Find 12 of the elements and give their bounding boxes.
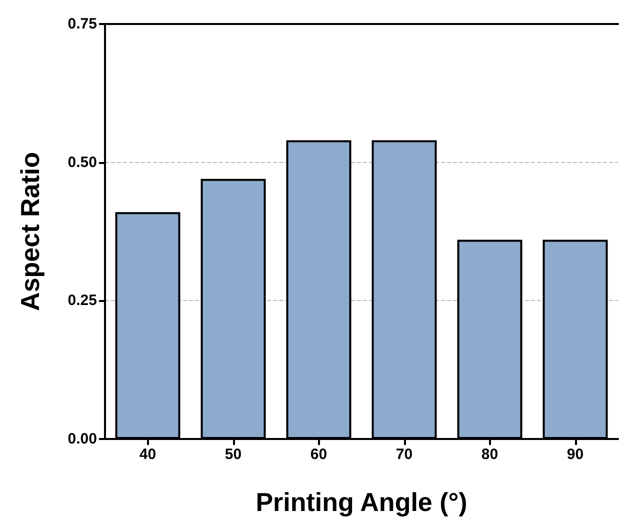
x-tick-label: 50 (224, 446, 242, 463)
y-axis-title: Aspect Ratio (15, 152, 45, 311)
x-tick-label: 90 (566, 446, 584, 463)
x-axis-title: Printing Angle (°) (256, 487, 468, 517)
y-tick-label: 0.25 (68, 292, 97, 310)
y-tick-label: 0.50 (68, 154, 97, 171)
x-tick-label: 40 (139, 446, 156, 463)
x-tick-label: 60 (310, 446, 328, 463)
x-tick-label: 80 (481, 446, 498, 463)
y-tick-label: 0.75 (68, 16, 97, 32)
y-tick-label: 0.00 (68, 430, 97, 448)
x-tick-label: 70 (396, 446, 413, 463)
